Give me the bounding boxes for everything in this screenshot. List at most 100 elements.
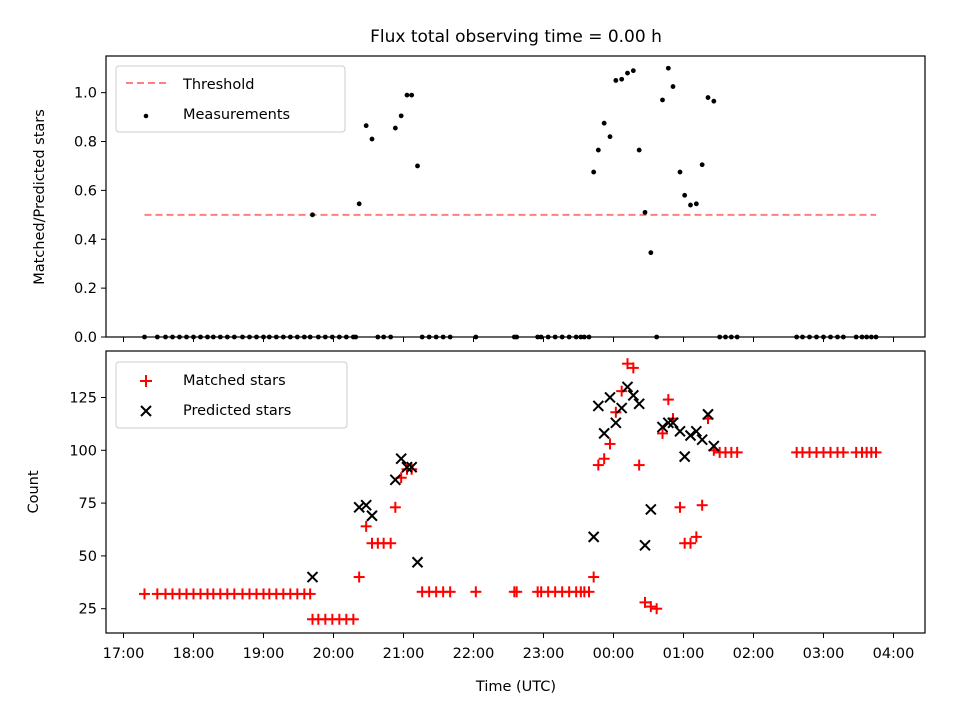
measurement-point [688,202,693,208]
matched-point [588,571,600,583]
matched-point [604,438,616,450]
x-tick-label: 03:00 [803,646,845,662]
count-y-tick-label: 75 [79,496,97,512]
predicted-point [674,425,686,437]
matched-point [139,588,150,600]
count-x-ticks: 17:00 18:00 19:00 20:00 21:00 22:00 23:00 00:00… [103,633,915,662]
count-legend-box [115,361,348,429]
threshold-legend-label: Threshold [182,77,254,93]
matched-point [651,603,663,615]
chart-title: Flux total observing time = 0.00 h [370,27,662,47]
x-tick-label: 23:00 [523,646,565,662]
measurement-point [642,209,648,215]
measurement-point [682,192,688,198]
matched-point [674,501,686,513]
matched-points [139,358,882,625]
ratio-legend-box [115,65,346,133]
matched-legend-label: Matched stars [183,373,286,389]
count-panel: 25 50 75 100 125 17:00 18:00 19:00 20:00 21:00 22… [26,350,926,695]
predicted-legend-label: Predicted stars [183,403,291,419]
x-tick-label: 01:00 [663,646,705,662]
ratio-y-tick-label: 0.2 [74,281,97,297]
predicted-point [587,531,600,543]
measurement-point [699,162,705,168]
predicted-point [702,408,714,421]
measurement-point [607,134,613,140]
count-legend: Matched stars Predicted stars [115,361,348,429]
predicted-point [690,425,703,437]
x-tick-label: 22:00 [453,646,495,662]
x-tick-label: 19:00 [243,646,285,662]
matched-point [616,385,628,397]
count-y-tick-label: 100 [69,443,97,459]
predicted-legend-swatch [140,405,152,417]
predicted-point [401,461,413,473]
predicted-point [353,501,365,514]
measurement-point [619,76,625,82]
matched-point [837,446,849,458]
ratio-x-ticks [123,337,894,342]
matched-point [389,501,401,513]
measurement-point [660,97,665,103]
predicted-point [615,402,628,414]
predicted-point [592,400,605,412]
ratio-panel: 0.0 0.2 0.4 0.6 0.8 1.0 Matched/Predicted sta… [32,55,926,346]
x-tick-label: 17:00 [103,646,145,662]
measurement-point [625,70,630,76]
predicted-point [395,453,407,465]
x-tick-label: 21:00 [383,646,425,662]
matched-point [610,406,622,418]
predicted-point [306,571,319,583]
count-y-axis-label: Count [26,470,42,513]
predicted-point [639,539,651,552]
matched-point [870,446,882,458]
count-axes-frame [105,350,926,634]
measurement-point [363,123,369,129]
predicted-point [389,474,402,486]
measurement-point [404,92,410,98]
measurement-point [310,212,315,218]
measurement-point [705,95,711,100]
predicted-point [411,556,424,568]
predicted-point [598,427,610,440]
predicted-point [621,381,634,393]
matched-point [690,531,702,543]
matched-point [385,537,397,549]
predicted-point [645,503,657,516]
measurement-point [369,136,375,142]
x-axis-label: Time (UTC) [475,679,556,695]
matched-point [731,446,743,458]
matched-legend-swatch [140,375,152,387]
measurement-point [677,169,683,175]
matched-point [583,586,595,598]
measurement-point [636,147,642,153]
measurement-point [693,201,699,207]
measurement-point [356,201,362,207]
measurement-point [665,65,671,71]
x-tick-label: 20:00 [313,646,355,662]
predicted-points [306,381,720,583]
matched-point [353,571,365,583]
matched-point [598,453,610,465]
predicted-point [604,391,616,404]
matched-point [657,427,668,439]
matched-point [685,537,696,549]
measurement-point [601,120,607,126]
measurements-legend-label: Measurements [183,107,290,123]
measurement-point [613,78,619,83]
ratio-axes-frame [105,55,926,338]
measurement-point [398,113,404,119]
matched-point [627,362,639,374]
count-y-tick-label: 125 [69,390,97,406]
ratio-y-tick-label: 0.4 [74,232,97,248]
matched-point [696,499,708,511]
matched-point [511,586,523,598]
count-y-tick-label: 25 [79,602,97,618]
matched-point [662,394,674,406]
measurement-point [591,169,597,175]
measurement-point [648,250,654,256]
ratio-y-tick-label: 0.8 [74,135,97,151]
predicted-point [366,510,378,522]
x-tick-label: 04:00 [873,646,915,662]
